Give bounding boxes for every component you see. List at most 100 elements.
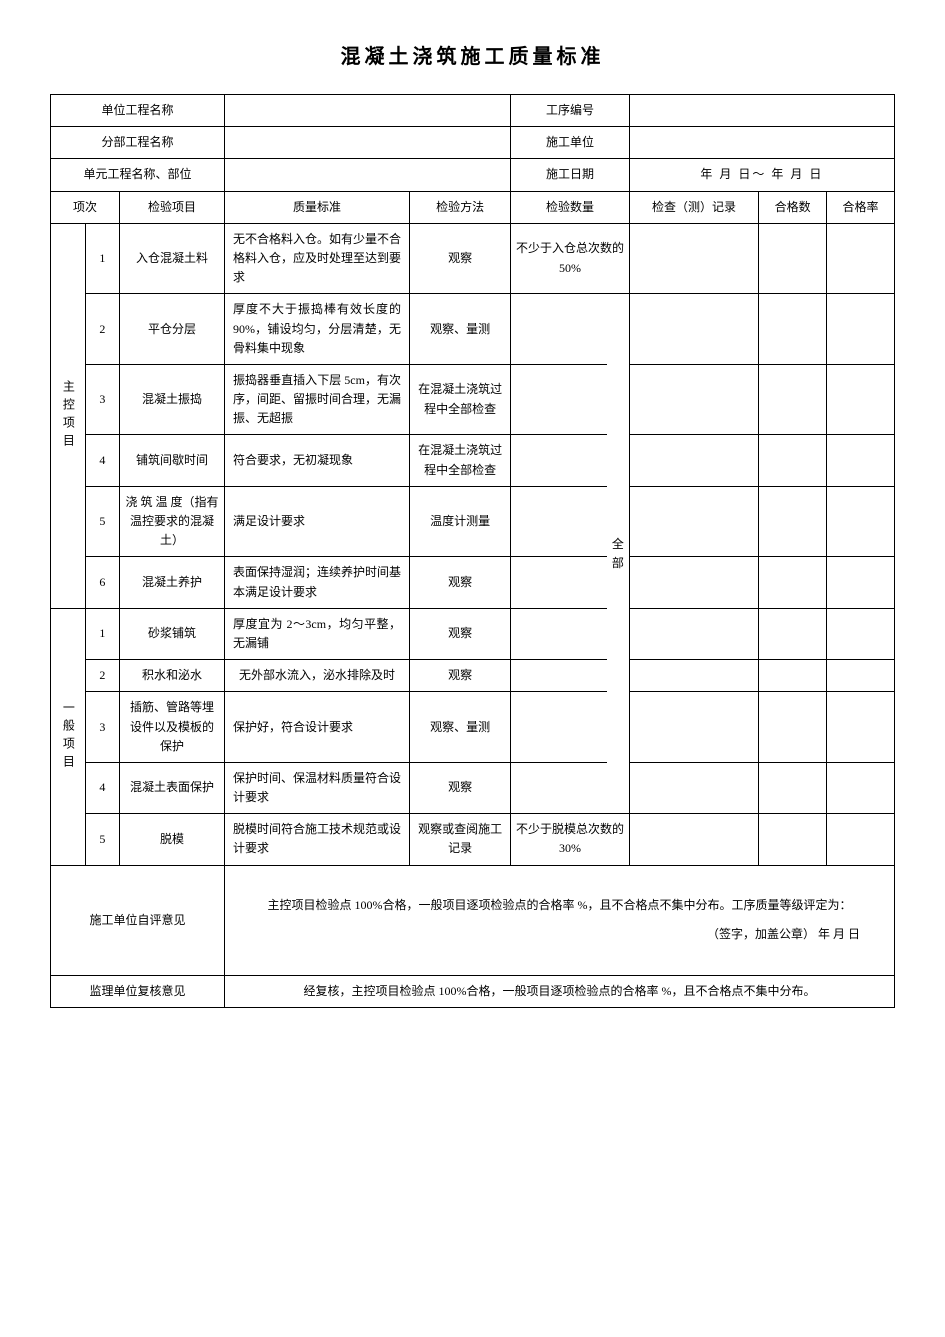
field-supervisor-opinion[interactable]: 经复核，主控项目检验点 100%合格，一般项目逐项检验点的合格率 %，且不合格点… [224, 975, 894, 1007]
cell-method: 观察 [410, 660, 511, 692]
label-construct-unit: 施工单位 [511, 127, 629, 159]
general-row-3: 3 插筋、管路等埋设件以及模板的保护 保护好，符合设计要求 观察、量测 [51, 692, 895, 763]
field-construct-unit[interactable] [629, 127, 894, 159]
cell-pass-rate[interactable] [827, 660, 895, 692]
cell-std: 脱模时间符合施工技术规范或设计要求 [224, 814, 409, 865]
standard-form-table: 单位工程名称 工序编号 分部工程名称 施工单位 单元工程名称、部位 施工日期 年… [50, 94, 895, 1008]
cell-method: 观察 [410, 223, 511, 294]
cell-record[interactable] [629, 223, 759, 294]
field-self-opinion[interactable]: 主控项目检验点 100%合格，一般项目逐项检验点的合格率 %，且不合格点不集中分… [224, 865, 894, 975]
cell-method: 观察 [410, 557, 511, 608]
general-row-2: 2 积水和泌水 无外部水流入，泌水排除及时 观察 [51, 660, 895, 692]
cell-pass-count[interactable] [759, 557, 827, 608]
self-opinion-sign: （签字，加盖公章） 年 月 日 [229, 915, 890, 944]
cell-std: 保护时间、保温材料质量符合设计要求 [224, 762, 409, 813]
colhead-jianyanxm: 检验项目 [120, 191, 225, 223]
cell-pass-count[interactable] [759, 608, 827, 659]
field-sub-proj-name[interactable] [224, 127, 510, 159]
colhead-hegelv: 合格率 [827, 191, 895, 223]
cell-record[interactable] [629, 660, 759, 692]
cell-method: 观察或查阅施工记录 [410, 814, 511, 865]
cell-pass-rate[interactable] [827, 223, 895, 294]
cell-pass-count[interactable] [759, 814, 827, 865]
cell-pass-rate[interactable] [827, 814, 895, 865]
cell-record[interactable] [629, 608, 759, 659]
cell-std: 无外部水流入，泌水排除及时 [224, 660, 409, 692]
cell-no: 4 [85, 435, 120, 486]
cell-record[interactable] [629, 692, 759, 763]
cell-std: 厚度不大于振捣棒有效长度的 90%，铺设均匀，分层清楚，无骨料集中现象 [224, 294, 409, 365]
cell-std: 振捣器垂直插入下层 5cm，有次序，间距、留振时间合理，无漏振、无超振 [224, 364, 409, 435]
cell-pass-count[interactable] [759, 762, 827, 813]
colhead-xiangci: 项次 [51, 191, 120, 223]
cell-pass-rate[interactable] [827, 692, 895, 763]
cell-record[interactable] [629, 364, 759, 435]
cell-pass-rate[interactable] [827, 294, 895, 365]
cell-pass-count[interactable] [759, 294, 827, 365]
cell-pass-count[interactable] [759, 486, 827, 557]
page-title: 混凝土浇筑施工质量标准 [50, 40, 895, 69]
colhead-jianyansl: 检验数量 [511, 191, 629, 223]
main-row-5: 5 浇 筑 温 度（指有温控要求的混凝土） 满足设计要求 温度计测量 [51, 486, 895, 557]
cell-record[interactable] [629, 486, 759, 557]
main-row-1: 主控项目 1 入仓混凝土料 无不合格料入仓。如有少量不合格料入仓，应及时处理至达… [51, 223, 895, 294]
cell-qty-shared: 全部 [607, 294, 629, 814]
cell-pass-count[interactable] [759, 660, 827, 692]
cell-pass-count[interactable] [759, 364, 827, 435]
cell-std: 无不合格料入仓。如有少量不合格料入仓，应及时处理至达到要求 [224, 223, 409, 294]
cell-pass-count[interactable] [759, 223, 827, 294]
label-unit-elem-name: 单元工程名称、部位 [51, 159, 225, 191]
colhead-hegeshu: 合格数 [759, 191, 827, 223]
cell-method: 观察 [410, 608, 511, 659]
cell-no: 6 [85, 557, 120, 608]
cell-qty-left [511, 364, 607, 435]
main-row-6: 6 混凝土养护 表面保持湿润；连续养护时间基本满足设计要求 观察 [51, 557, 895, 608]
cell-item: 混凝土表面保护 [120, 762, 225, 813]
cell-pass-rate[interactable] [827, 486, 895, 557]
cell-std: 保护好，符合设计要求 [224, 692, 409, 763]
cell-record[interactable] [629, 435, 759, 486]
label-supervisor-opinion: 监理单位复核意见 [51, 975, 225, 1007]
field-construct-date[interactable]: 年 月 日～ 年 月 日 [629, 159, 894, 191]
cell-std: 厚度宜为 2～3cm，均匀平整，无漏铺 [224, 608, 409, 659]
cell-qty-left [511, 557, 607, 608]
column-header-row: 项次 检验项目 质量标准 检验方法 检验数量 检查（测）记录 合格数 合格率 [51, 191, 895, 223]
cell-pass-rate[interactable] [827, 557, 895, 608]
cell-item: 铺筑间歇时间 [120, 435, 225, 486]
cell-pass-rate[interactable] [827, 364, 895, 435]
cell-method: 温度计测量 [410, 486, 511, 557]
header-row-1: 单位工程名称 工序编号 [51, 95, 895, 127]
cell-std: 表面保持湿润；连续养护时间基本满足设计要求 [224, 557, 409, 608]
cell-pass-count[interactable] [759, 435, 827, 486]
cell-pass-rate[interactable] [827, 762, 895, 813]
cell-item: 混凝土养护 [120, 557, 225, 608]
label-sub-proj-name: 分部工程名称 [51, 127, 225, 159]
cell-record[interactable] [629, 294, 759, 365]
header-row-2: 分部工程名称 施工单位 [51, 127, 895, 159]
cell-qty-left [511, 660, 607, 692]
cell-method: 在混凝土浇筑过程中全部检查 [410, 364, 511, 435]
cell-item: 平仓分层 [120, 294, 225, 365]
cell-record[interactable] [629, 814, 759, 865]
general-row-4: 4 混凝土表面保护 保护时间、保温材料质量符合设计要求 观察 [51, 762, 895, 813]
cell-pass-rate[interactable] [827, 435, 895, 486]
field-unit-elem-name[interactable] [224, 159, 510, 191]
cell-qty: 不少于脱模总次数的 30% [511, 814, 629, 865]
cell-item: 脱模 [120, 814, 225, 865]
cell-item: 砂浆铺筑 [120, 608, 225, 659]
cell-no: 2 [85, 294, 120, 365]
cell-no: 4 [85, 762, 120, 813]
cell-record[interactable] [629, 762, 759, 813]
supervisor-opinion-row: 监理单位复核意见 经复核，主控项目检验点 100%合格，一般项目逐项检验点的合格… [51, 975, 895, 1007]
cell-pass-rate[interactable] [827, 608, 895, 659]
group-main-label: 主控项目 [51, 223, 86, 608]
cell-qty: 不少于入仓总次数的 50% [511, 223, 629, 294]
field-unit-proj-name[interactable] [224, 95, 510, 127]
cell-pass-count[interactable] [759, 692, 827, 763]
cell-no: 2 [85, 660, 120, 692]
field-proc-no[interactable] [629, 95, 894, 127]
self-opinion-text: 主控项目检验点 100%合格，一般项目逐项检验点的合格率 %，且不合格点不集中分… [229, 896, 890, 915]
cell-qty-left [511, 762, 607, 813]
cell-record[interactable] [629, 557, 759, 608]
cell-no: 5 [85, 814, 120, 865]
